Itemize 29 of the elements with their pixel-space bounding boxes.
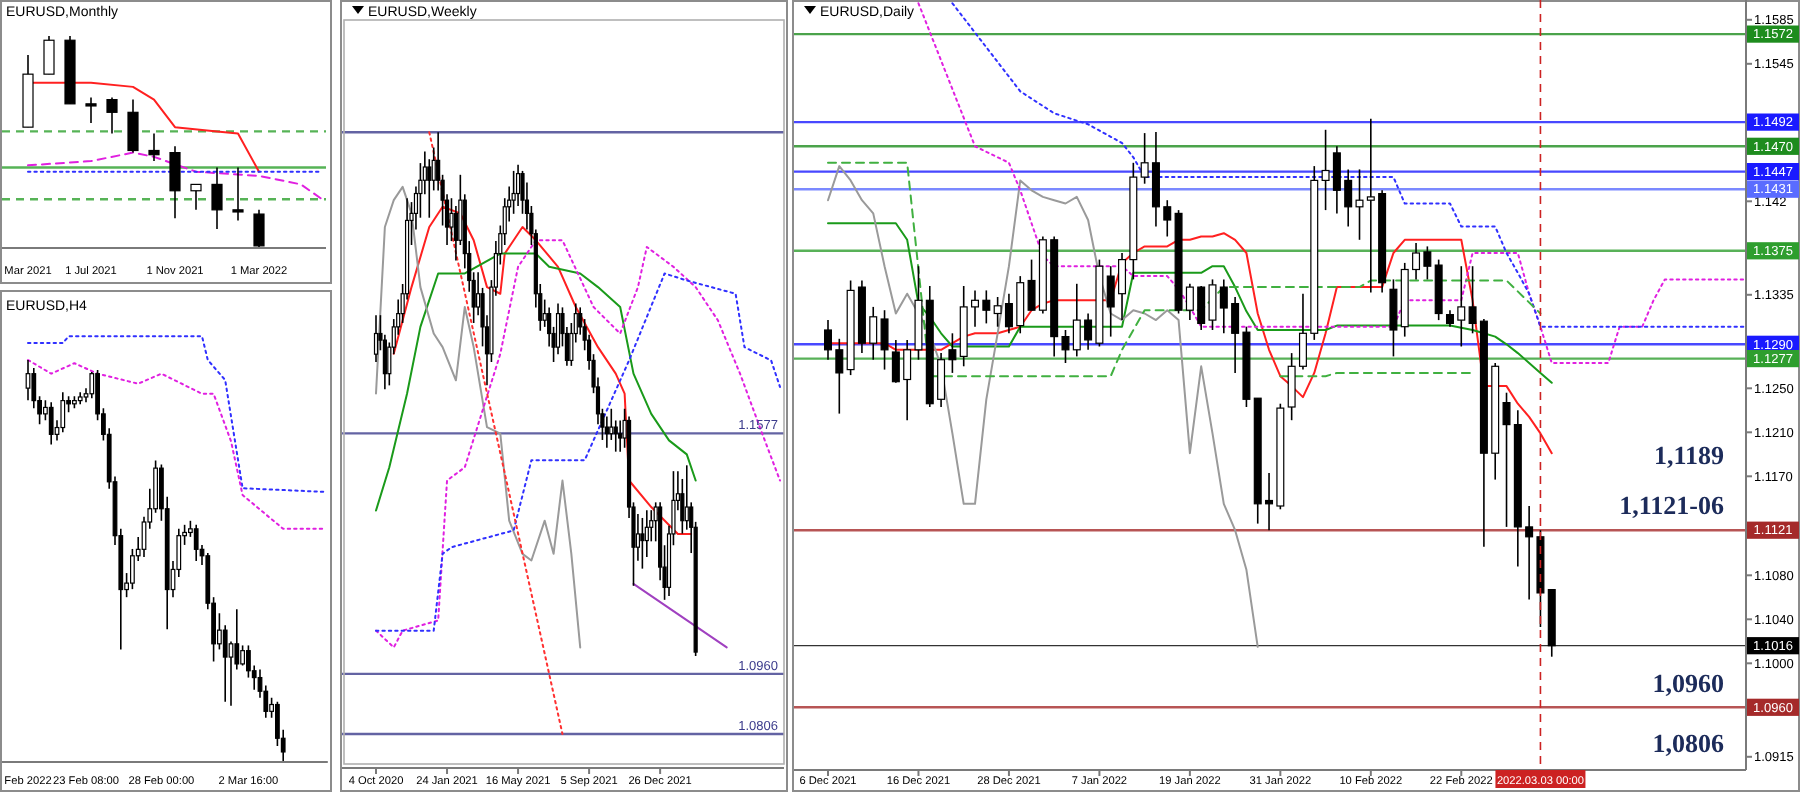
- annotation: 1,1121-06: [1619, 490, 1725, 520]
- candlestick: [604, 415, 609, 449]
- line-series: [827, 161, 1542, 378]
- candlestick: [148, 132, 160, 162]
- candlestick: [511, 170, 516, 215]
- candlestick: [169, 145, 181, 220]
- candlestick: [60, 391, 66, 434]
- line-series: [827, 165, 1259, 648]
- line-series: [827, 232, 1553, 455]
- candlestick: [240, 644, 245, 667]
- annotation: 1,0960: [1652, 668, 1724, 698]
- candlestick: [640, 517, 645, 570]
- candlestick: [232, 166, 244, 222]
- annotation: 1,0806: [1652, 728, 1725, 758]
- candlestick: [48, 401, 54, 446]
- candlestick: [193, 524, 199, 562]
- annotation: 1,1189: [1653, 440, 1725, 470]
- candlestick: [127, 98, 139, 154]
- candlestick: [1389, 278, 1398, 358]
- candlestick: [43, 35, 55, 75]
- candlestick: [515, 163, 521, 207]
- candlestick: [106, 96, 118, 135]
- candlestick: [373, 314, 379, 363]
- candlestick: [211, 166, 223, 230]
- candlestick: [253, 209, 265, 248]
- candlestick: [555, 302, 561, 355]
- candlestick: [190, 183, 202, 211]
- candlestick: [85, 96, 97, 124]
- line-series: [827, 222, 1553, 384]
